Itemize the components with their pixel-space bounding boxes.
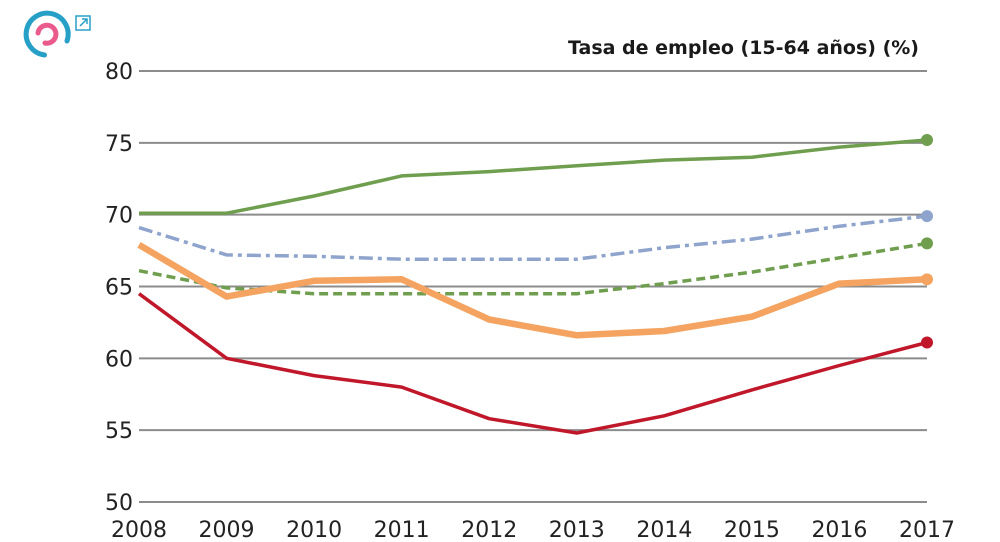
series-line-4 <box>137 242 928 339</box>
series-end-marker-2 <box>921 210 933 223</box>
x-tick-label: 2014 <box>636 518 692 542</box>
series-line-5 <box>137 292 928 435</box>
y-tick-label: 50 <box>105 491 133 516</box>
y-axis-tick-labels: 50 55 60 65 70 75 80 <box>105 60 133 516</box>
circular-arrows-logo-icon[interactable] <box>23 10 71 58</box>
y-tick-label: 65 <box>105 276 133 301</box>
x-axis-tick-labels: 2008 2009 2010 2011 2012 2013 2014 2015 2016 2017 <box>111 518 955 542</box>
data-series <box>137 138 928 435</box>
x-tick-label: 2013 <box>549 518 605 542</box>
series-line-2 <box>138 214 928 261</box>
series-line-1 <box>139 138 928 215</box>
gridlines <box>139 70 927 503</box>
y-tick-label: 80 <box>105 60 133 85</box>
x-tick-label: 2009 <box>199 518 255 542</box>
logo-outer-ring <box>23 10 71 58</box>
x-tick-label: 2008 <box>111 518 167 542</box>
external-link-icon[interactable] <box>75 15 91 31</box>
y-tick-label: 55 <box>105 419 133 444</box>
end-point-markers <box>921 133 933 349</box>
series-end-marker-5 <box>921 336 933 349</box>
y-tick-label: 60 <box>105 347 133 372</box>
series-end-marker-3 <box>921 237 933 250</box>
chart-title: Tasa de empleo (15-64 años) (%) <box>568 37 919 59</box>
series-end-marker-4 <box>921 273 933 286</box>
x-tick-label: 2012 <box>461 518 517 542</box>
x-tick-label: 2015 <box>724 518 780 542</box>
x-tick-label: 2016 <box>811 518 867 542</box>
x-tick-label: 2010 <box>286 518 342 542</box>
y-tick-label: 75 <box>105 132 133 157</box>
x-tick-label: 2011 <box>374 518 430 542</box>
logo-inner-ring <box>35 22 59 46</box>
y-tick-label: 70 <box>105 204 133 229</box>
x-tick-label: 2017 <box>899 518 955 542</box>
series-end-marker-1 <box>921 133 933 146</box>
